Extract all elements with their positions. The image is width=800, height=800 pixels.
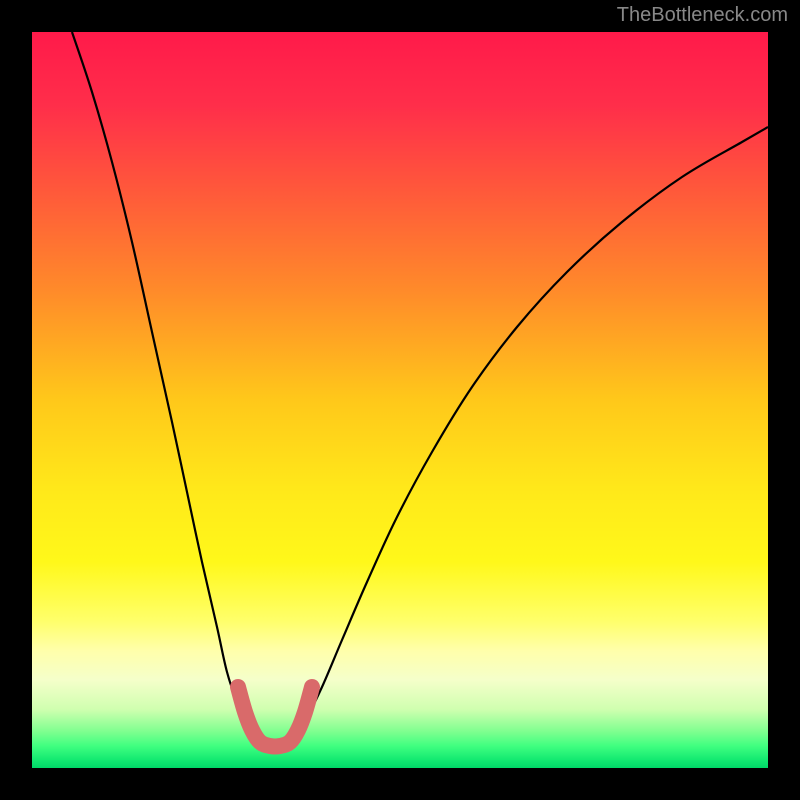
watermark-text: TheBottleneck.com: [617, 4, 788, 27]
chart-background: [32, 32, 768, 768]
bottleneck-chart: [32, 32, 768, 768]
chart-svg: [32, 32, 768, 768]
